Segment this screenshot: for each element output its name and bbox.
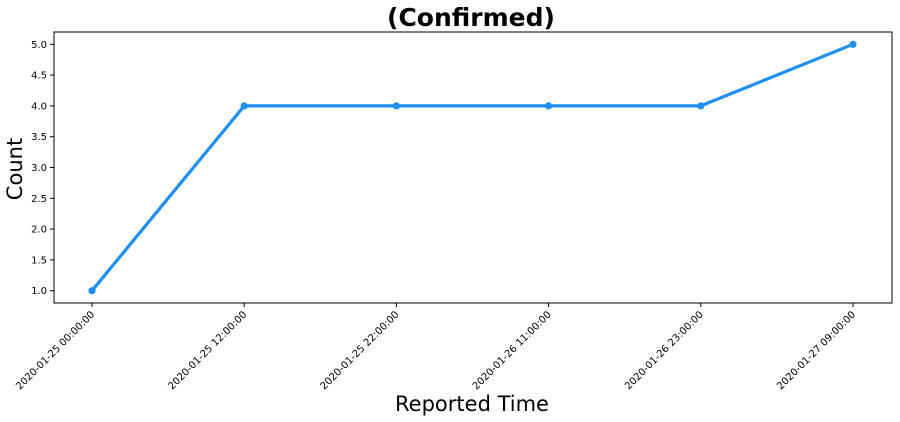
y-tick-label: 1.0 xyxy=(31,286,47,297)
series-line xyxy=(90,42,855,293)
y-tick-label: 4.0 xyxy=(31,101,47,112)
x-tick-label: 2020-01-25 22:00:00 xyxy=(319,309,402,392)
data-point xyxy=(392,102,400,110)
x-axis: 2020-01-25 00:00:00 2020-01-25 12:00:00 20… xyxy=(14,303,858,392)
data-point xyxy=(849,40,857,48)
y-axis: 1.0 1.5 2.0 2.5 3.0 3.5 4.0 4.5 5.0 xyxy=(31,40,54,297)
x-tick-label: 2020-01-25 12:00:00 xyxy=(166,309,249,392)
y-tick-label: 4.5 xyxy=(31,71,47,82)
y-axis-label: Count xyxy=(3,138,27,200)
data-point xyxy=(88,287,96,295)
chart-title: (Confirmed) xyxy=(387,3,555,32)
y-tick-label: 3.0 xyxy=(31,163,47,174)
y-tick-label: 2.0 xyxy=(31,225,47,236)
x-tick-label: 2020-01-26 11:00:00 xyxy=(471,309,554,392)
y-tick-label: 5.0 xyxy=(31,40,47,51)
x-tick-label: 2020-01-25 00:00:00 xyxy=(14,309,97,392)
data-point xyxy=(545,102,553,110)
x-tick-label: 2020-01-26 23:00:00 xyxy=(623,309,706,392)
x-tick-label: 2020-01-27 09:00:00 xyxy=(775,309,858,392)
y-tick-label: 3.5 xyxy=(31,132,47,143)
plot-frame xyxy=(53,31,893,304)
y-tick-label: 2.5 xyxy=(31,194,47,205)
data-point xyxy=(697,102,705,110)
x-axis-label: Reported Time xyxy=(395,392,549,416)
data-point xyxy=(240,102,248,110)
data-points xyxy=(88,40,857,295)
y-tick-label: 1.5 xyxy=(31,255,47,266)
